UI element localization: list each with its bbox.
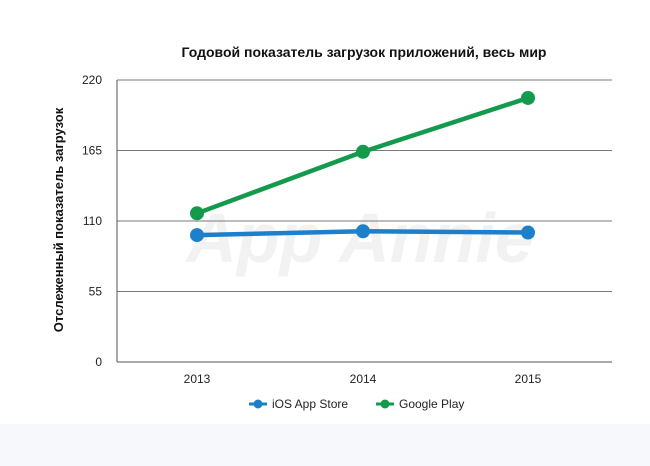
legend-swatch-dot [253,399,263,409]
data-point [356,224,370,239]
y-tick-label: 220 [82,73,102,87]
x-tick-label: 2013 [184,372,211,386]
data-point [190,228,204,243]
legend-label: iOS App Store [272,397,348,411]
data-point [190,206,204,221]
y-axis-label: Отслеженный показатель загрузок [51,107,66,332]
x-tick-label: 2015 [515,372,542,386]
x-tick-label: 2014 [350,372,377,386]
x-tick-labels: 2013 2014 2015 [184,372,542,386]
gridlines [116,79,612,363]
y-tick-labels: 0 55 110 165 220 [82,73,102,369]
y-tick-label: 165 [82,144,102,158]
legend-label: Google Play [399,397,464,411]
chart-title: Годовой показатель загрузок приложений, … [182,44,547,60]
data-point [356,144,370,159]
data-point [521,225,535,240]
watermark-text: App Annie [184,199,533,277]
y-tick-label: 0 [95,355,102,369]
data-point [521,90,535,105]
y-tick-label: 55 [89,285,103,299]
bottom-band [0,424,650,466]
legend: iOS App Store Google Play [249,397,464,411]
series-lines [190,90,535,243]
legend-swatch-dot [380,399,390,409]
y-tick-label: 110 [83,214,102,228]
